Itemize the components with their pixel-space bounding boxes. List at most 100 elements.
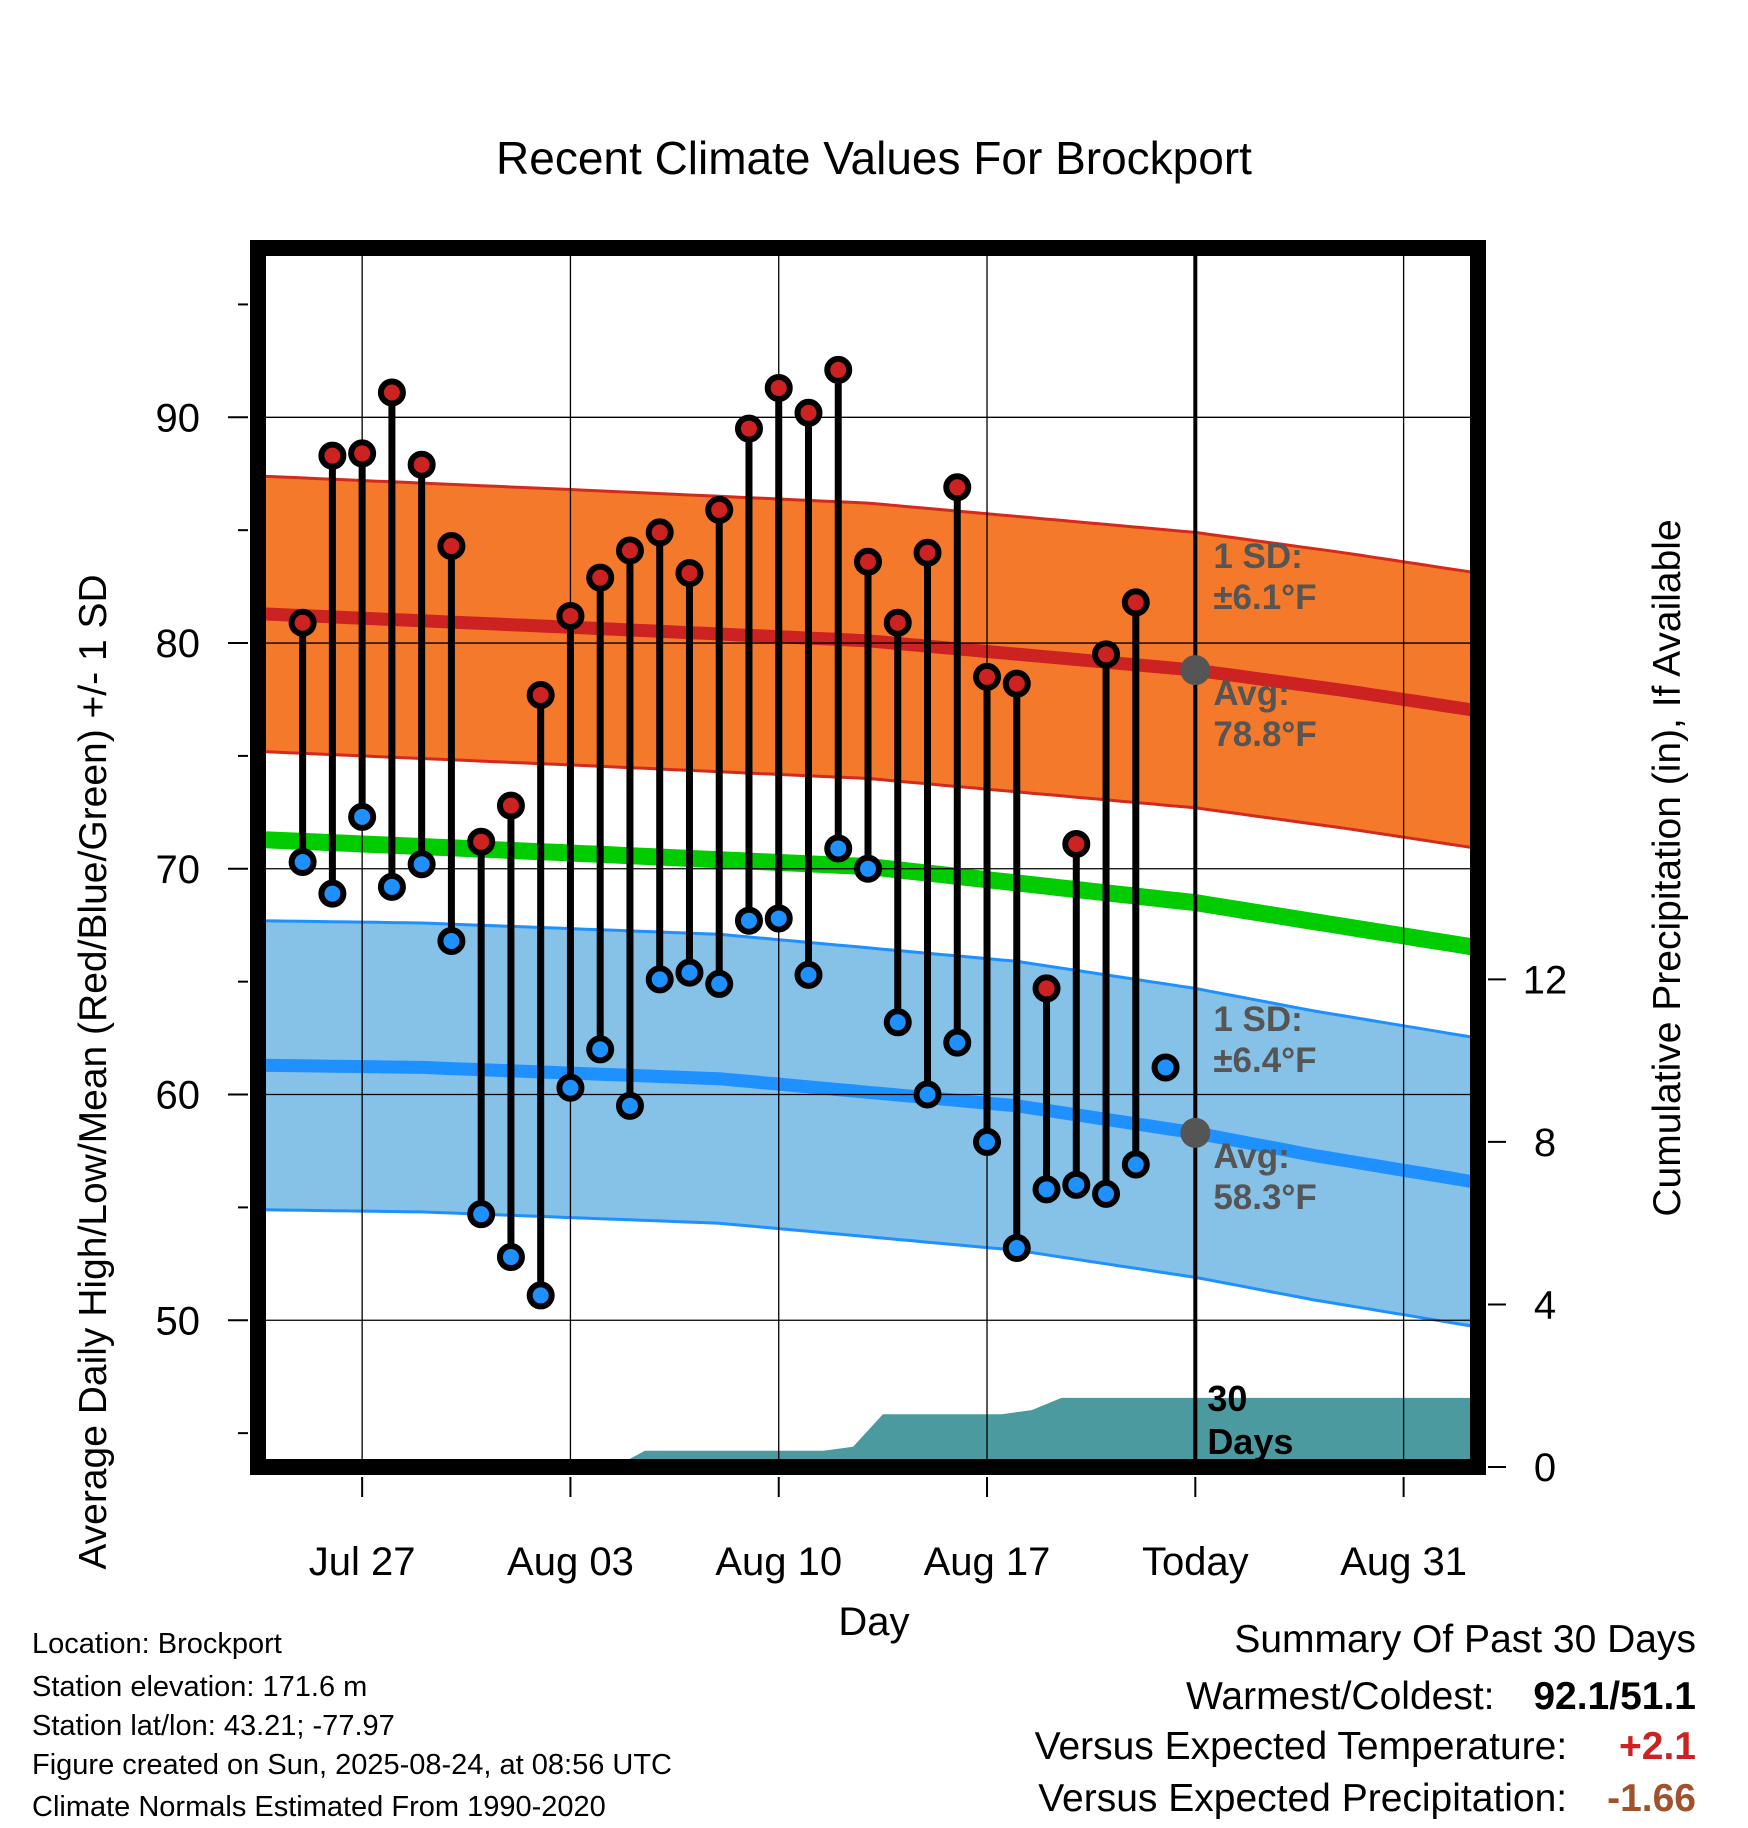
chart-title: Recent Climate Values For Brockport bbox=[496, 132, 1252, 184]
summary-precip-value: -1.66 bbox=[1607, 1777, 1696, 1820]
daily-low-point bbox=[615, 1091, 644, 1120]
daily-high-point bbox=[437, 531, 466, 560]
days-count-label: 30 bbox=[1207, 1378, 1247, 1419]
daily-high-point bbox=[318, 441, 347, 470]
daily-high-point bbox=[943, 473, 972, 502]
daily-high-point bbox=[645, 518, 674, 547]
daily-low-point bbox=[1151, 1053, 1180, 1082]
x-tick-label: Aug 17 bbox=[924, 1540, 1051, 1584]
daily-high-point bbox=[496, 791, 525, 820]
daily-low-point bbox=[407, 850, 436, 879]
daily-high-point bbox=[794, 398, 823, 427]
low-sd-label: 1 SD: bbox=[1213, 1000, 1302, 1039]
x-tick-label: Aug 03 bbox=[507, 1540, 634, 1584]
y-tick-label: 80 bbox=[156, 622, 201, 666]
summary-warm-cold-label: Warmest/Coldest: bbox=[1186, 1675, 1495, 1718]
y-tick-label: 60 bbox=[156, 1074, 201, 1118]
daily-high-point bbox=[854, 547, 882, 576]
daily-low-point bbox=[526, 1281, 555, 1310]
daily-low-point bbox=[318, 879, 347, 908]
daily-high-point bbox=[407, 450, 436, 479]
summary-slash: / bbox=[1609, 1675, 1621, 1718]
x-tick-label: Jul 27 bbox=[309, 1540, 416, 1584]
high-avg-label: Avg: bbox=[1213, 674, 1289, 713]
y-tick-label: 90 bbox=[156, 396, 201, 440]
daily-high-point bbox=[348, 439, 377, 468]
high-sd-label: 1 SD: bbox=[1213, 537, 1302, 576]
high-avg-value: 78.8°F bbox=[1213, 715, 1317, 754]
y-tick-label: 50 bbox=[156, 1299, 201, 1343]
daily-high-point bbox=[675, 559, 704, 588]
summary-coldest: 51.1 bbox=[1620, 1675, 1696, 1718]
low-avg-value: 58.3°F bbox=[1213, 1178, 1317, 1217]
footer-created: Figure created on Sun, 2025-08-24, at 08… bbox=[32, 1749, 672, 1781]
daily-low-point bbox=[467, 1200, 496, 1229]
daily-low-point bbox=[1032, 1175, 1061, 1204]
y2-tick-label: 0 bbox=[1534, 1446, 1556, 1490]
daily-low-point bbox=[675, 958, 704, 987]
daily-high-point bbox=[586, 563, 615, 592]
daily-low-point bbox=[943, 1028, 972, 1057]
daily-high-point bbox=[1062, 829, 1091, 858]
daily-low-point bbox=[1002, 1234, 1031, 1263]
summary-warmest: 92.1 bbox=[1533, 1675, 1610, 1718]
low-sd-band-lower-edge bbox=[257, 1208, 1479, 1329]
footer-normals: Climate Normals Estimated From 1990-2020 bbox=[32, 1791, 606, 1823]
summary-temp-value: +2.1 bbox=[1619, 1725, 1696, 1768]
low-sd-value: ±6.4°F bbox=[1213, 1041, 1316, 1080]
daily-low-point bbox=[973, 1127, 1002, 1156]
daily-high-point bbox=[883, 608, 912, 637]
daily-low-point bbox=[1121, 1150, 1150, 1179]
high-sd-value: ±6.1°F bbox=[1213, 578, 1316, 617]
y2-tick-label: 8 bbox=[1534, 1121, 1556, 1165]
daily-high-point bbox=[377, 378, 406, 407]
x-axis-label: Day bbox=[838, 1600, 909, 1644]
daily-high-point bbox=[973, 662, 1002, 691]
daily-high-point bbox=[1121, 588, 1150, 617]
footer-latlon: Station lat/lon: 43.21; -77.97 bbox=[32, 1710, 395, 1742]
daily-low-point bbox=[496, 1243, 525, 1272]
daily-low-point bbox=[586, 1035, 615, 1064]
daily-low-point bbox=[377, 872, 406, 901]
daily-low-point bbox=[645, 965, 674, 994]
precipitation-area bbox=[258, 1397, 1478, 1467]
y-axis-label: Average Daily High/Low/Mean (Red/Blue/Gr… bbox=[72, 574, 115, 1569]
x-tick-label: Today bbox=[1142, 1540, 1249, 1584]
daily-low-point bbox=[556, 1073, 585, 1102]
daily-low-point bbox=[1092, 1179, 1121, 1208]
daily-low-point bbox=[794, 960, 823, 989]
daily-high-point bbox=[1032, 974, 1061, 1003]
axes: 50 60 70 80 90 0 4 8 12 Jul 27 Aug 03 Aug 10 Aug 17 T… bbox=[156, 240, 1568, 1584]
daily-low-point bbox=[1062, 1170, 1091, 1199]
summary-warm-cold-values: 92.1/51.1 bbox=[1533, 1675, 1696, 1718]
daily-high-point bbox=[467, 827, 496, 856]
today-low-avg-marker bbox=[1180, 1117, 1211, 1148]
x-tick-label: Aug 10 bbox=[715, 1540, 842, 1584]
daily-high-point bbox=[764, 373, 793, 402]
low-avg-label: Avg: bbox=[1213, 1137, 1289, 1176]
today-high-avg-marker bbox=[1180, 655, 1211, 686]
daily-low-point bbox=[824, 834, 853, 863]
summary-temp-label: Versus Expected Temperature: bbox=[1034, 1725, 1568, 1768]
summary-precip-label: Versus Expected Precipitation: bbox=[1038, 1777, 1568, 1820]
daily-low-point bbox=[883, 1008, 912, 1037]
daily-low-point bbox=[734, 906, 763, 935]
daily-low-point bbox=[854, 854, 882, 883]
low-sd-band-upper-edge bbox=[257, 919, 1479, 1040]
x-tick-label: Aug 31 bbox=[1340, 1540, 1467, 1584]
y2-tick-label: 12 bbox=[1523, 958, 1568, 1002]
daily-low-point bbox=[913, 1080, 942, 1109]
daily-high-point bbox=[1002, 669, 1031, 698]
summary-heading: Summary Of Past 30 Days bbox=[1234, 1618, 1696, 1661]
normal-low-line bbox=[257, 1058, 1480, 1190]
daily-high-point bbox=[615, 536, 644, 565]
daily-low-point bbox=[764, 904, 793, 933]
high-sd-band-upper-edge bbox=[257, 474, 1479, 575]
footer-location: Location: Brockport bbox=[32, 1628, 282, 1660]
daily-low-point bbox=[288, 848, 317, 877]
daily-low-point bbox=[437, 927, 466, 956]
summary-warm-cold-row: Warmest/Coldest: 92.1/51.1 bbox=[1186, 1675, 1696, 1719]
low-sd-band bbox=[258, 920, 1478, 1327]
y2-tick-label: 4 bbox=[1534, 1283, 1556, 1327]
